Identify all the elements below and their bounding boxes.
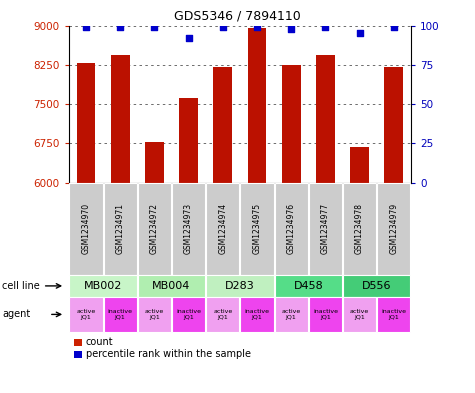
Point bbox=[390, 24, 398, 30]
Text: D283: D283 bbox=[225, 281, 255, 291]
Point bbox=[151, 24, 158, 30]
Text: D556: D556 bbox=[362, 281, 391, 291]
Text: active
JQ1: active JQ1 bbox=[76, 309, 95, 320]
Text: GSM1234970: GSM1234970 bbox=[82, 203, 90, 255]
Point bbox=[287, 26, 295, 32]
Bar bbox=[179, 98, 198, 183]
Text: inactive
JQ1: inactive JQ1 bbox=[245, 309, 269, 320]
Text: active
JQ1: active JQ1 bbox=[145, 309, 164, 320]
Text: count: count bbox=[86, 337, 113, 347]
Text: GDS5346 / 7894110: GDS5346 / 7894110 bbox=[174, 10, 301, 23]
Text: agent: agent bbox=[2, 309, 30, 320]
Bar bbox=[282, 65, 301, 183]
Bar bbox=[213, 68, 232, 183]
Bar bbox=[384, 68, 403, 183]
Bar bbox=[247, 28, 266, 183]
Point bbox=[356, 30, 363, 37]
Point bbox=[116, 24, 124, 30]
Text: GSM1234978: GSM1234978 bbox=[355, 204, 364, 254]
Text: D458: D458 bbox=[294, 281, 323, 291]
Text: inactive
JQ1: inactive JQ1 bbox=[313, 309, 338, 320]
Bar bbox=[111, 55, 130, 183]
Text: MB004: MB004 bbox=[152, 281, 190, 291]
Bar bbox=[316, 55, 335, 183]
Bar bbox=[76, 63, 95, 183]
Text: GSM1234979: GSM1234979 bbox=[390, 203, 398, 255]
Text: GSM1234973: GSM1234973 bbox=[184, 203, 193, 255]
Point bbox=[253, 24, 261, 30]
Text: active
JQ1: active JQ1 bbox=[213, 309, 232, 320]
Text: inactive
JQ1: inactive JQ1 bbox=[108, 309, 133, 320]
Text: GSM1234974: GSM1234974 bbox=[218, 203, 227, 255]
Text: GSM1234975: GSM1234975 bbox=[253, 203, 261, 255]
Text: active
JQ1: active JQ1 bbox=[282, 309, 301, 320]
Text: inactive
JQ1: inactive JQ1 bbox=[381, 309, 406, 320]
Point bbox=[322, 24, 329, 30]
Text: GSM1234976: GSM1234976 bbox=[287, 203, 295, 255]
Bar bbox=[145, 142, 164, 183]
Text: active
JQ1: active JQ1 bbox=[350, 309, 369, 320]
Text: MB002: MB002 bbox=[84, 281, 122, 291]
Text: percentile rank within the sample: percentile rank within the sample bbox=[86, 349, 250, 359]
Text: cell line: cell line bbox=[2, 281, 40, 291]
Bar bbox=[350, 147, 369, 183]
Point bbox=[219, 24, 227, 30]
Text: inactive
JQ1: inactive JQ1 bbox=[176, 309, 201, 320]
Point bbox=[185, 35, 192, 41]
Text: GSM1234972: GSM1234972 bbox=[150, 204, 159, 254]
Point bbox=[82, 24, 90, 30]
Text: GSM1234977: GSM1234977 bbox=[321, 203, 330, 255]
Text: GSM1234971: GSM1234971 bbox=[116, 204, 124, 254]
